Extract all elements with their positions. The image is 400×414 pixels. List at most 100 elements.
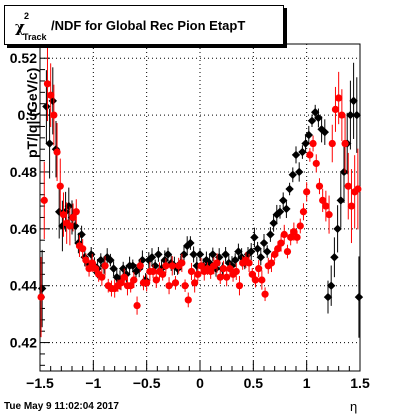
data-point (189, 250, 198, 259)
data-point (311, 108, 320, 117)
data-point (266, 230, 275, 239)
data-point (216, 273, 224, 281)
data-point (235, 282, 244, 290)
data-point (304, 130, 313, 140)
data-point (50, 111, 58, 119)
y-tick-label: 0.5 (18, 107, 38, 123)
plot-frame (39, 43, 361, 372)
data-point (37, 284, 47, 293)
data-point (149, 267, 157, 276)
data-point (291, 150, 301, 160)
axes (39, 43, 361, 372)
data-point (165, 282, 173, 290)
data-point (181, 282, 189, 290)
data-point (226, 265, 234, 273)
data-point (274, 245, 282, 253)
x-tick-label: 0 (196, 375, 204, 391)
data-point (290, 228, 298, 236)
data-point (53, 148, 61, 156)
data-point (352, 110, 361, 120)
y-tick-label: 0.44 (10, 278, 37, 294)
data-point (195, 250, 205, 259)
y-tick-label: 0.52 (10, 50, 37, 66)
data-point (66, 222, 74, 230)
data-point (303, 188, 311, 196)
data-point (208, 250, 217, 259)
data-point (221, 250, 230, 259)
data-point (298, 147, 307, 157)
data-point (171, 279, 180, 287)
data-point (101, 262, 109, 270)
chi-superscript: 2 (24, 11, 30, 21)
data-point (159, 270, 167, 278)
data-point (43, 80, 52, 88)
data-point (287, 233, 295, 241)
data-point (245, 259, 253, 267)
data-point (248, 270, 256, 278)
data-point (258, 276, 266, 284)
data-point (263, 247, 272, 256)
data-point (58, 221, 67, 231)
data-point (40, 196, 48, 204)
data-point (119, 264, 128, 273)
data-point (179, 250, 189, 259)
chi-symbol: χ (15, 18, 25, 36)
data-point (259, 238, 269, 248)
data-point (275, 207, 285, 216)
data-point (322, 202, 330, 210)
grid-lines (39, 44, 361, 371)
data-point (301, 139, 310, 148)
data-point (282, 204, 291, 214)
data-point (82, 256, 90, 264)
data-point (295, 167, 304, 177)
series-red-markers (37, 46, 362, 338)
data-point (191, 279, 199, 287)
data-point (251, 276, 260, 284)
x-tick-label: 0.5 (244, 375, 264, 391)
data-point (69, 213, 77, 222)
y-tick-label: 0.48 (10, 164, 37, 180)
data-point (79, 245, 87, 253)
data-point (306, 151, 314, 159)
data-point (168, 262, 176, 270)
data-point (346, 110, 355, 120)
data-point (283, 247, 292, 256)
data-point (341, 139, 349, 148)
data-point (147, 253, 157, 262)
data-point (219, 265, 228, 273)
x-tick-label: −1 (85, 375, 101, 391)
data-point (106, 255, 115, 265)
data-point (136, 262, 144, 270)
data-point (269, 218, 278, 228)
data-point (162, 262, 170, 270)
data-point (253, 244, 262, 253)
data-point (163, 250, 173, 259)
data-point (85, 265, 93, 273)
x-axis-label: η (350, 399, 358, 414)
data-point (309, 139, 317, 148)
data-point (299, 208, 308, 216)
data-point (143, 279, 151, 287)
data-point (333, 224, 342, 234)
data-point (152, 276, 160, 284)
data-point (354, 292, 364, 302)
data-point (71, 221, 80, 231)
data-point (354, 185, 362, 193)
data-point (88, 259, 96, 267)
data-point (160, 255, 169, 265)
data-point (42, 102, 51, 111)
data-point (127, 282, 135, 290)
data-point (87, 250, 96, 259)
data-point (280, 230, 288, 239)
data-point (154, 250, 163, 259)
data-point (120, 273, 128, 281)
tick-labels: −1.5 −1 −0.5 0 0.5 1 1.5 0.42 0.44 0.46 0.48 0.5 0.5… (10, 50, 370, 391)
data-point (331, 105, 340, 113)
data-point (223, 273, 231, 281)
data-point (98, 273, 106, 281)
data-point (130, 276, 138, 284)
data-point (267, 259, 276, 267)
series-black-markers (37, 62, 364, 338)
data-point (296, 222, 304, 230)
